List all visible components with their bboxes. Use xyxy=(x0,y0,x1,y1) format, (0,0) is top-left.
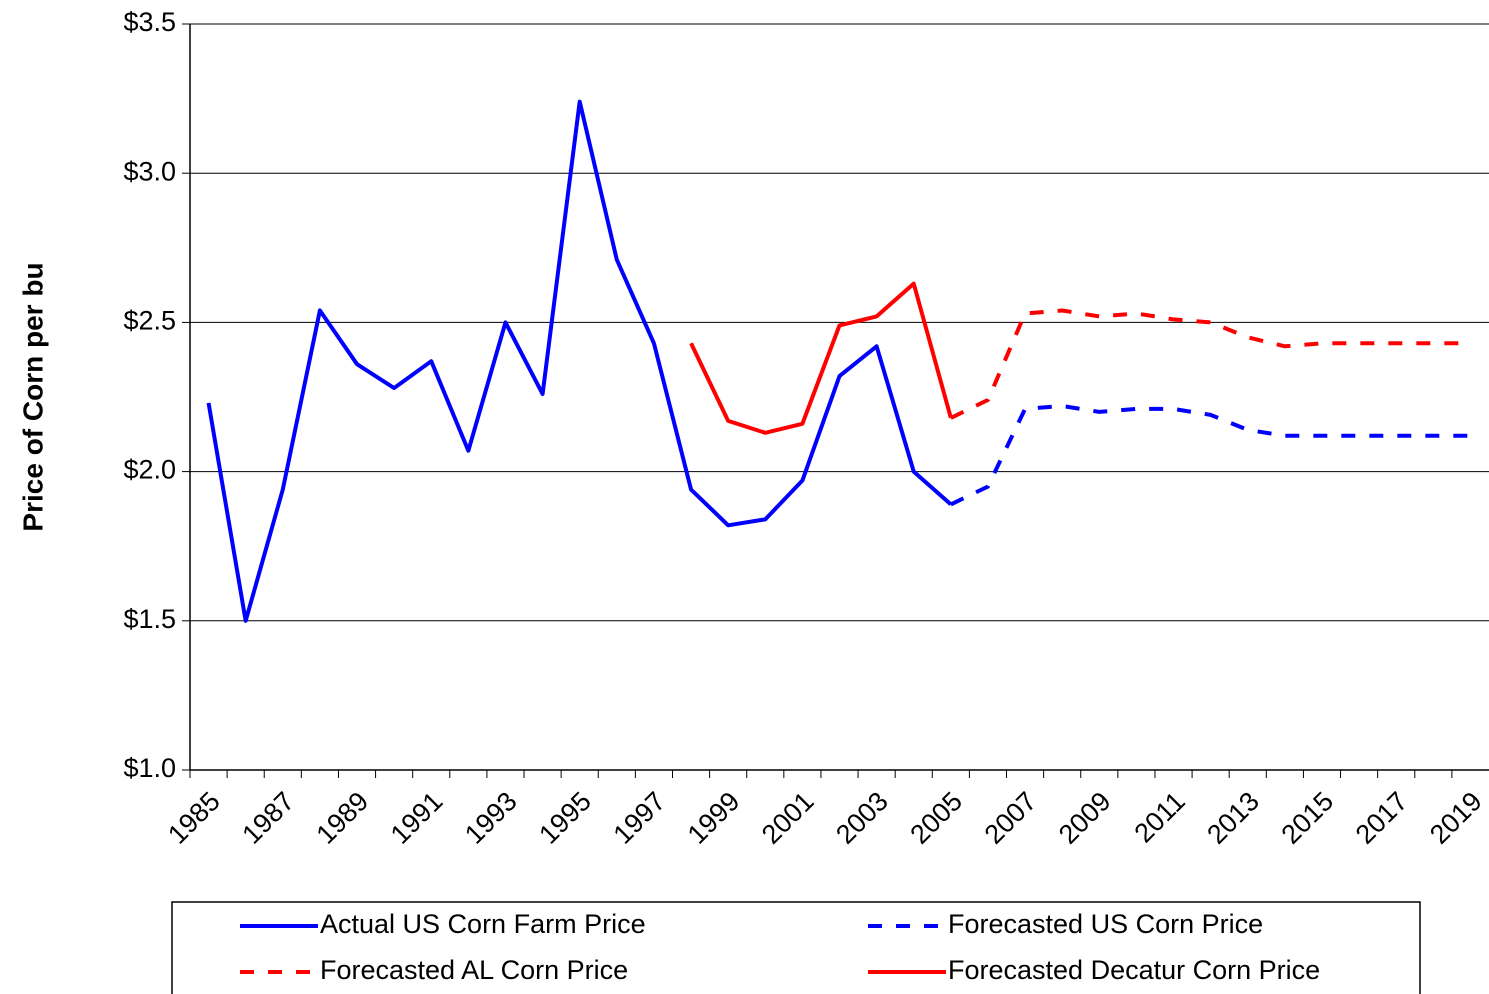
x-tick-label: 1995 xyxy=(533,786,597,850)
y-tick-label: $1.0 xyxy=(123,753,176,783)
y-axis-label: Price of Corn per bu xyxy=(17,262,48,531)
series-line xyxy=(949,308,1471,420)
legend-label: Forecasted AL Corn Price xyxy=(320,955,628,985)
x-tick-label: 2019 xyxy=(1424,786,1488,850)
legend-label: Forecasted US Corn Price xyxy=(948,909,1263,939)
y-tick-label: $3.0 xyxy=(123,156,176,186)
x-tick-label: 2003 xyxy=(830,786,894,850)
y-tick-label: $2.5 xyxy=(123,306,176,336)
x-tick-label: 2013 xyxy=(1201,786,1265,850)
y-tick-label: $2.0 xyxy=(123,455,176,485)
legend-label: Actual US Corn Farm Price xyxy=(320,909,646,939)
x-tick-label: 1999 xyxy=(682,786,746,850)
x-tick-label: 1989 xyxy=(311,786,375,850)
series-line xyxy=(949,403,1471,507)
y-tick-label: $1.5 xyxy=(123,604,176,634)
series-line xyxy=(689,281,953,435)
series-line xyxy=(206,99,953,623)
x-tick-label: 1987 xyxy=(236,786,300,850)
x-tick-label: 1991 xyxy=(385,786,449,850)
x-tick-label: 2009 xyxy=(1053,786,1117,850)
legend-label: Forecasted Decatur Corn Price xyxy=(948,955,1320,985)
x-tick-label: 2005 xyxy=(904,786,968,850)
x-tick-label: 1985 xyxy=(162,786,226,850)
x-tick-label: 2015 xyxy=(1276,786,1340,850)
x-tick-label: 1997 xyxy=(608,786,672,850)
x-tick-label: 2011 xyxy=(1129,786,1191,848)
x-tick-label: 2007 xyxy=(979,786,1043,850)
y-tick-label: $3.5 xyxy=(123,7,176,37)
legend-box xyxy=(171,901,1421,994)
x-tick-label: 2001 xyxy=(756,786,820,850)
x-tick-label: 2017 xyxy=(1350,786,1414,850)
x-tick-label: 1993 xyxy=(459,786,523,850)
